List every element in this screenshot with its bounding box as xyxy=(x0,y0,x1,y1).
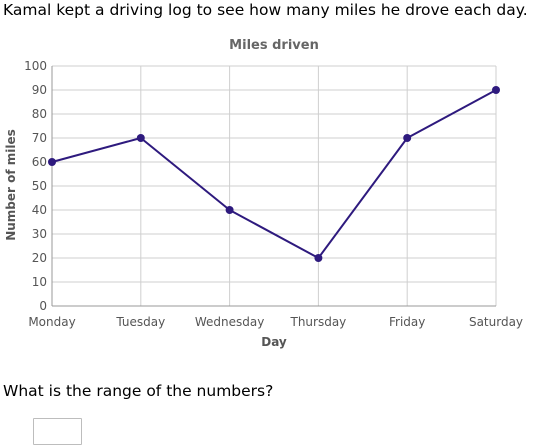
y-tick-labels: 0 10 20 30 40 50 60 70 80 90 100 xyxy=(24,59,47,313)
data-point xyxy=(136,134,145,142)
y-tick-label: 70 xyxy=(32,131,47,145)
x-tick-label: Friday xyxy=(389,315,425,329)
answer-input[interactable] xyxy=(33,418,82,445)
x-tick-labels: Monday Tuesday Wednesday Thursday Friday Satu… xyxy=(28,315,523,329)
data-point xyxy=(225,206,234,214)
y-tick-label: 40 xyxy=(32,203,47,217)
x-tick-label: Tuesday xyxy=(115,315,165,329)
y-tick-label: 20 xyxy=(32,251,47,265)
y-axis-label: Number of miles xyxy=(4,129,18,241)
x-tick-label: Saturday xyxy=(469,315,523,329)
series-miles xyxy=(48,86,500,262)
chart-title: Miles driven xyxy=(229,38,319,53)
question-text: What is the range of the numbers? xyxy=(3,382,274,400)
y-tick-label: 80 xyxy=(32,107,47,121)
y-tick-label: 30 xyxy=(32,227,47,241)
problem-prompt: Kamal kept a driving log to see how many… xyxy=(3,1,528,19)
series-line xyxy=(51,89,497,259)
y-tick-label: 100 xyxy=(24,59,47,73)
x-tick-label: Thursday xyxy=(289,315,346,329)
grid xyxy=(51,65,497,307)
x-axis-label: Day xyxy=(261,335,287,349)
y-tick-label: 10 xyxy=(32,275,47,289)
y-tick-label: 90 xyxy=(32,83,47,97)
data-point xyxy=(314,254,323,262)
y-tick-label: 50 xyxy=(32,179,47,193)
y-tick-label: 0 xyxy=(39,299,47,313)
x-tick-label: Wednesday xyxy=(195,315,264,329)
data-point xyxy=(492,86,500,94)
y-tick-label: 60 xyxy=(32,155,47,169)
x-tick-label: Monday xyxy=(28,315,75,329)
data-point xyxy=(403,134,412,142)
data-point xyxy=(48,158,56,166)
